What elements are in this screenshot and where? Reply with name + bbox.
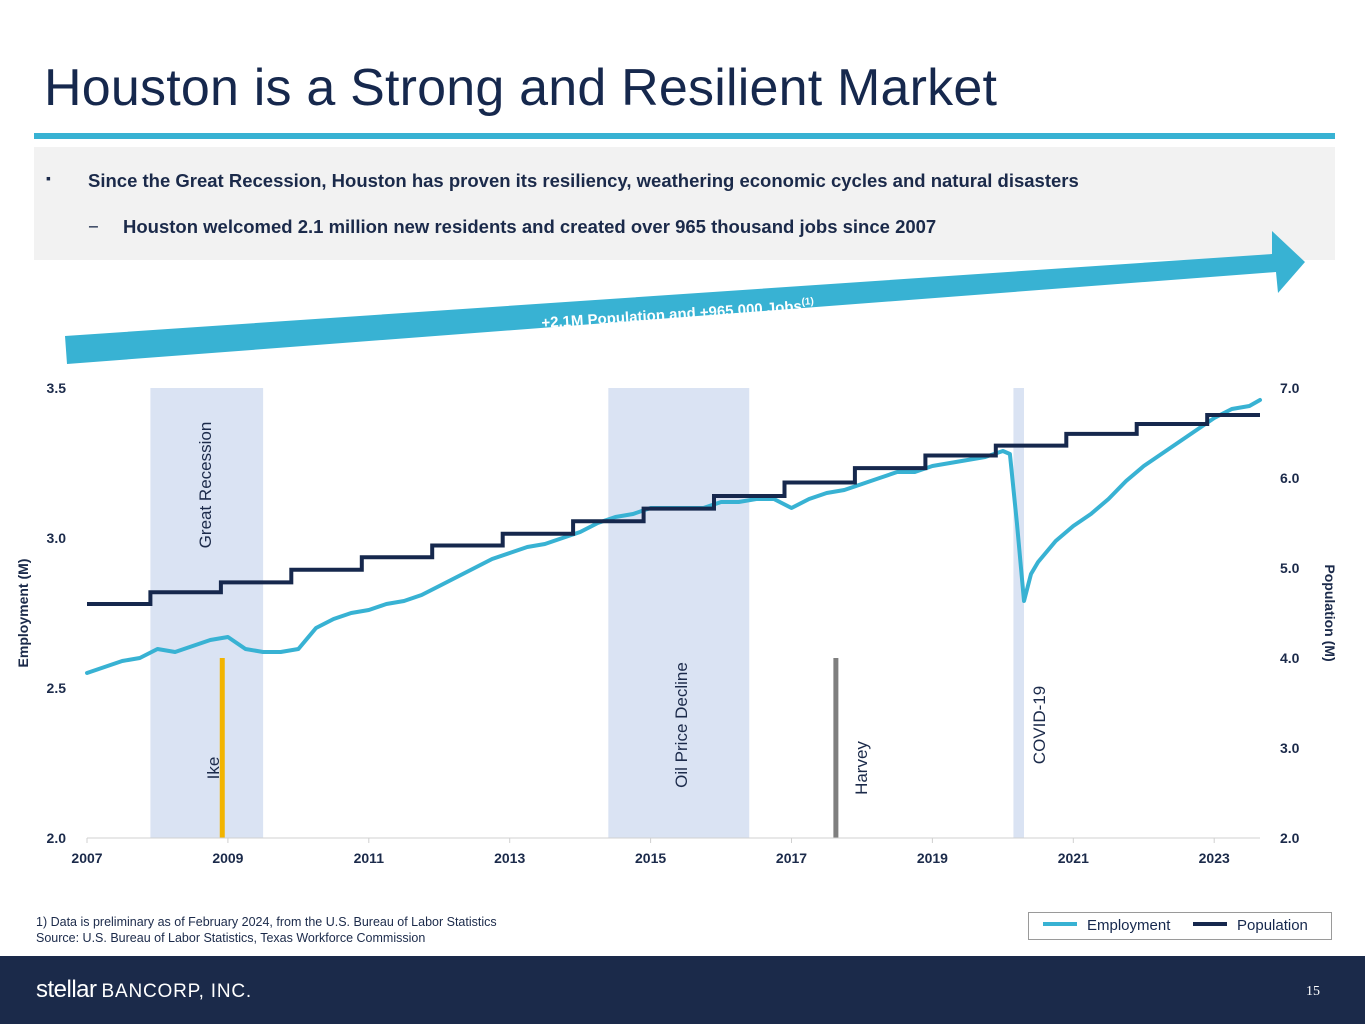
x-tick-label-2015: 2015 [635,850,666,866]
y2-tick-label-4.0: 4.0 [1280,650,1300,666]
shaded-period-oil-price-decline [608,388,750,838]
y2-tick-label-7.0: 7.0 [1280,380,1300,396]
page-number: 15 [1306,984,1320,999]
y2-tick-label-5.0: 5.0 [1280,560,1300,576]
chart-series [85,398,1262,675]
x-tick-label-2013: 2013 [494,850,525,866]
event-marker-label-ike: Ike [204,757,223,780]
y-tick-label-3.0: 3.0 [47,530,67,546]
footer-bar [0,956,1365,1024]
bullet-secondary-text: Houston welcomed 2.1 million new residen… [123,216,937,237]
footnote-data-preliminary: 1) Data is preliminary as of February 20… [36,915,497,929]
bullet-primary-text: Since the Great Recession, Houston has p… [88,170,1079,191]
legend-swatch-employment [1043,922,1077,927]
logo-wordmark: stellar [36,976,97,1003]
shaded-period-label-great-recession: Great Recession [196,422,215,549]
y-tick-label-3.5: 3.5 [47,380,67,396]
legend-label-population: Population [1237,917,1308,934]
y-tick-label-2.0: 2.0 [47,830,67,846]
x-tick-label-2007: 2007 [71,850,102,866]
x-tick-label-2019: 2019 [917,850,948,866]
x-tick-label-2023: 2023 [1199,850,1230,866]
growth-arrow-shape [65,231,1305,364]
logo-subtitle: BANCORP, INC. [101,981,253,1002]
employment-population-chart: +2.1M Population and +965,000 Jobs(1) 20… [15,231,1338,866]
x-tick-label-2011: 2011 [354,850,385,866]
x-tick-label-2009: 2009 [212,850,243,866]
shaded-period-covid-19 [1013,388,1024,838]
y-tick-label-2.5: 2.5 [47,680,67,696]
growth-arrow: +2.1M Population and +965,000 Jobs(1) [65,231,1305,364]
square-bullet-icon: ▪ [46,170,51,186]
company-logo: stellar BANCORP, INC. [36,976,252,1004]
shaded-period-label-oil-price-decline: Oil Price Decline [672,662,691,788]
callout-box [34,147,1335,260]
shaded-period-label-covid-19: COVID-19 [1030,686,1049,764]
dash-bullet-icon: − [88,216,99,237]
chart-labels: Great Recession Oil Price Decline COVID-19… [196,422,1049,795]
page-title: Houston is a Strong and Resilient Market [44,59,998,117]
shaded-period-great-recession [150,388,264,838]
y2-tick-label-2.0: 2.0 [1280,830,1300,846]
legend-swatch-population [1193,922,1227,927]
y-axis-label: Employment (M) [15,559,31,668]
legend-label-employment: Employment [1087,917,1171,934]
y2-tick-label-6.0: 6.0 [1280,470,1300,486]
event-markers [219,658,839,838]
title-rule [34,133,1335,139]
shaded-periods [150,388,1024,838]
chart-axes: 2007 2009 2011 2013 2015 2017 2019 2021 2023 2.0 2… [15,380,1338,866]
chart-legend: Employment Population [1028,912,1332,940]
series-population-line [87,413,1260,606]
footnote-source: Source: U.S. Bureau of Labor Statistics,… [36,931,426,945]
legend-item-employment: Employment [1043,917,1170,934]
event-marker-label-harvey: Harvey [852,741,871,795]
y2-axis-label: Population (M) [1322,564,1338,661]
y2-tick-label-3.0: 3.0 [1280,740,1300,756]
x-tick-label-2021: 2021 [1058,850,1089,866]
legend-item-population: Population [1193,917,1308,934]
footnotes: 1) Data is preliminary as of February 20… [36,914,497,946]
growth-arrow-label-superscript: (1) [801,296,814,308]
x-tick-label-2017: 2017 [776,850,807,866]
